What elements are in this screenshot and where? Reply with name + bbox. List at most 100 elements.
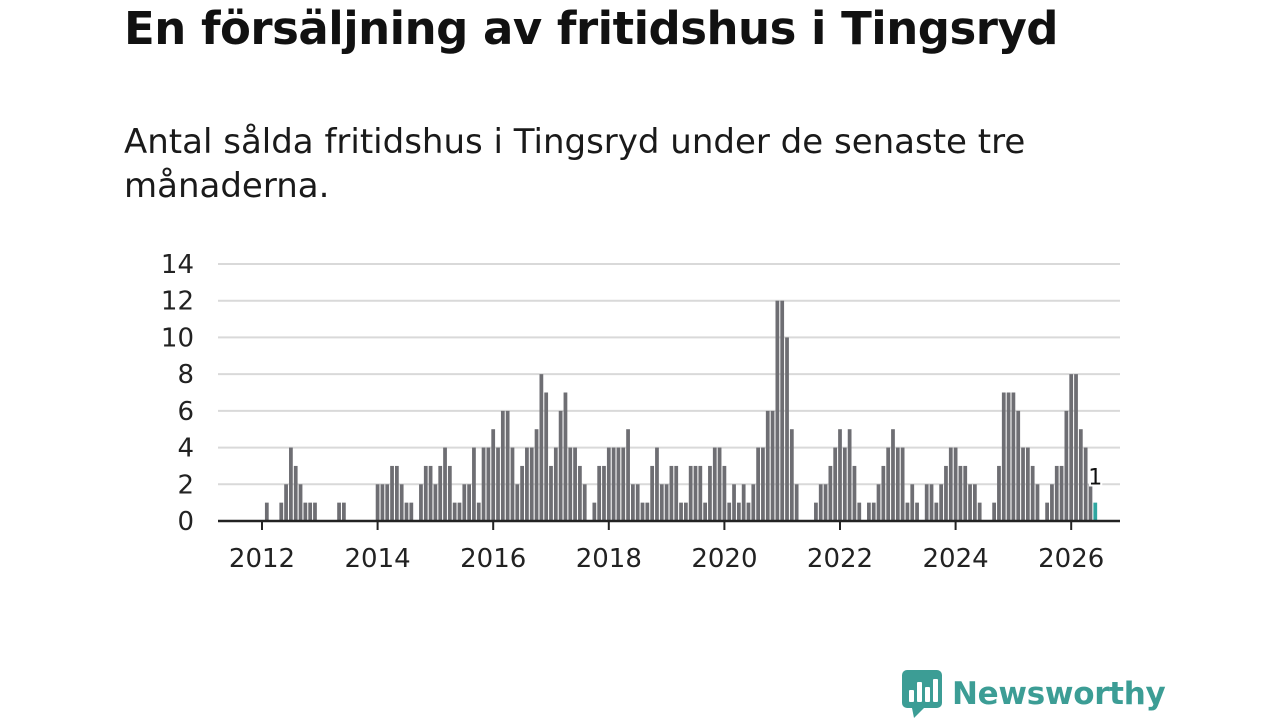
y-tick-label: 8 <box>177 360 194 390</box>
bar <box>867 502 871 521</box>
bar <box>992 502 997 521</box>
bar <box>645 502 650 521</box>
bar <box>1088 484 1093 521</box>
bar <box>664 484 669 521</box>
bar <box>924 484 929 521</box>
bar <box>616 447 621 521</box>
bar <box>1050 484 1054 521</box>
bar <box>842 447 847 521</box>
bar <box>592 502 597 521</box>
bar <box>972 484 977 521</box>
bar <box>438 465 443 521</box>
bar <box>515 484 520 521</box>
bar <box>818 484 823 521</box>
bar <box>785 337 789 521</box>
bar <box>611 447 616 521</box>
bar <box>881 465 886 521</box>
bar <box>635 484 640 521</box>
x-tick-label: 2014 <box>345 544 411 574</box>
bar <box>597 465 602 521</box>
bar <box>765 410 770 521</box>
bar <box>626 429 630 521</box>
bar <box>891 429 895 521</box>
bar <box>342 502 346 521</box>
bar <box>428 465 433 521</box>
bar <box>549 465 553 521</box>
bar <box>279 502 284 521</box>
bar <box>602 465 606 521</box>
bar <box>963 465 968 521</box>
bar <box>1001 392 1006 521</box>
bar <box>1078 429 1083 521</box>
bar <box>886 447 891 521</box>
bar <box>337 502 341 521</box>
y-tick-label: 14 <box>161 250 194 280</box>
bar <box>1059 465 1064 521</box>
bar <box>568 447 573 521</box>
bar <box>650 465 655 521</box>
bar <box>814 502 818 521</box>
bar <box>491 429 496 521</box>
bar <box>621 447 626 521</box>
bar <box>457 502 462 521</box>
bar <box>582 484 587 521</box>
x-tick-label: 2022 <box>807 544 873 574</box>
bar <box>1069 374 1074 521</box>
y-tick-label: 0 <box>177 507 194 537</box>
bar <box>833 447 838 521</box>
bar <box>1006 392 1011 521</box>
bar <box>934 502 939 521</box>
bar <box>895 447 900 521</box>
bar <box>452 502 457 521</box>
bar <box>871 502 876 521</box>
bar <box>578 465 582 521</box>
bar <box>789 429 794 521</box>
bar <box>905 502 910 521</box>
bar <box>997 465 1001 521</box>
bar <box>1083 447 1088 521</box>
bar <box>539 374 544 521</box>
bar <box>717 447 722 521</box>
bar <box>558 410 563 521</box>
bar <box>264 502 269 521</box>
bar <box>289 447 293 521</box>
bar <box>770 410 775 521</box>
bar <box>722 465 727 521</box>
chart-title: En försäljning av fritidshus i Tingsryd <box>124 2 1059 55</box>
bar <box>308 502 313 521</box>
bar <box>1054 465 1059 521</box>
bar <box>968 484 972 521</box>
bar <box>953 447 958 521</box>
bar <box>741 484 746 521</box>
bar <box>553 447 558 521</box>
bar <box>529 447 534 521</box>
bar-highlight <box>1093 502 1098 521</box>
bar <box>419 484 423 521</box>
bar <box>727 502 732 521</box>
bar <box>298 484 303 521</box>
bar <box>669 465 674 521</box>
x-tick-label: 2026 <box>1038 544 1104 574</box>
bar <box>655 447 659 521</box>
bar <box>659 484 664 521</box>
bar <box>606 447 611 521</box>
bar <box>1045 502 1049 521</box>
bar <box>703 502 708 521</box>
y-tick-label: 10 <box>161 323 194 353</box>
bar <box>409 502 414 521</box>
bar <box>573 447 577 521</box>
bar <box>712 447 717 521</box>
bar <box>486 447 491 521</box>
x-tick-label: 2016 <box>460 544 526 574</box>
bar <box>472 447 476 521</box>
bar <box>693 465 698 521</box>
y-tick-label: 6 <box>177 397 194 427</box>
bar <box>794 484 799 521</box>
bar <box>1064 410 1069 521</box>
newsworthy-logo[interactable]: Newsworthy <box>902 670 1166 718</box>
bar <box>852 465 857 521</box>
bar <box>944 465 948 521</box>
bar <box>1021 447 1025 521</box>
bar <box>505 410 510 521</box>
